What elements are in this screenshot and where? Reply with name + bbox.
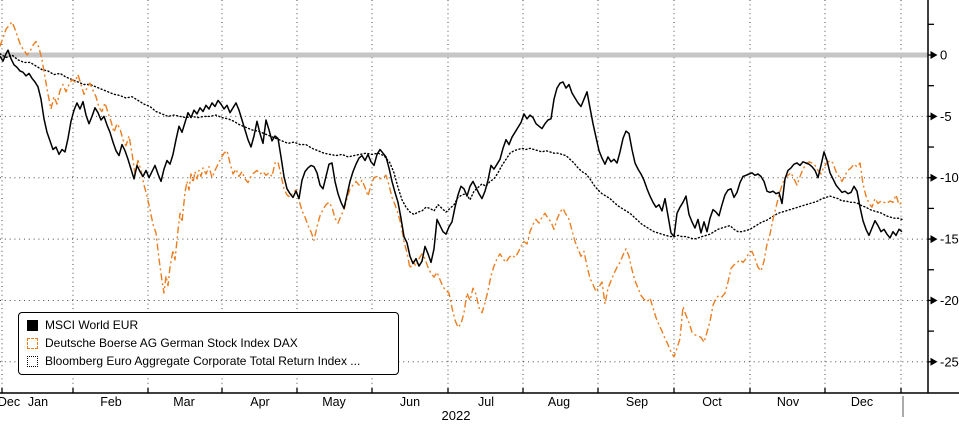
y-tick-label: -15 — [940, 232, 959, 247]
x-month-label: Aug — [548, 395, 570, 409]
legend-item-msci-world-eur[interactable]: MSCI World EUR — [27, 316, 390, 334]
dotted-line-swatch-icon — [27, 355, 38, 367]
x-month-label: Sep — [626, 395, 648, 409]
y-tick-label: -5 — [940, 109, 952, 124]
y-tick-arrow-icon — [930, 357, 938, 366]
y-tick-arrow-icon — [930, 296, 938, 305]
gridlines — [0, 0, 928, 393]
y-tick-arrow-icon — [930, 51, 938, 59]
x-month-label: Oct — [702, 395, 722, 409]
y-tick-arrow-icon — [930, 112, 938, 121]
y-tick-label: 0 — [940, 48, 947, 63]
x-year-label: 2022 — [442, 408, 471, 423]
y-tick-label: -25 — [940, 354, 959, 369]
x-month-label: Jun — [400, 395, 420, 409]
chart-legend: MSCI World EUR Deutsche Boerse AG German… — [18, 312, 399, 375]
solid-line-swatch-icon — [27, 319, 38, 331]
y-axis: 0 -5 -10 -15 -20 -25 — [928, 23, 959, 369]
x-month-label: Dec — [851, 395, 873, 409]
legend-item-dax[interactable]: Deutsche Boerse AG German Stock Index DA… — [27, 334, 390, 352]
y-tick-arrow-icon — [930, 173, 938, 182]
series-line-msci-world-eur[interactable] — [0, 49, 903, 267]
x-month-label: Mar — [173, 395, 195, 409]
legend-item-euro-agg-corporate[interactable]: Bloomberg Euro Aggregate Corporate Total… — [27, 352, 390, 370]
y-tick-label: -10 — [940, 170, 959, 185]
legend-label: Deutsche Boerse AG German Stock Index DA… — [45, 336, 298, 350]
y-tick-label: -20 — [940, 293, 959, 308]
series-line-euro-agg-corporate[interactable] — [0, 53, 903, 240]
x-month-label: Apr — [250, 395, 269, 409]
x-month-label: Dec — [0, 395, 20, 409]
dashed-line-swatch-icon — [27, 337, 38, 349]
x-month-label: Feb — [100, 395, 122, 409]
legend-label: MSCI World EUR — [45, 318, 139, 332]
x-axis: Dec Jan Feb Mar Apr May Jun Jul Aug Sep Oct Nov Dec 2… — [0, 388, 902, 423]
zero-reference-line — [0, 52, 928, 58]
x-month-label: Nov — [777, 395, 800, 409]
series-line-dax[interactable] — [0, 21, 903, 358]
x-month-label: Jul — [478, 395, 494, 409]
x-month-label: Jan — [28, 395, 48, 409]
legend-label: Bloomberg Euro Aggregate Corporate Total… — [45, 354, 361, 368]
y-tick-arrow-icon — [930, 235, 938, 244]
x-month-label: May — [322, 395, 346, 409]
axes — [0, 0, 959, 394]
